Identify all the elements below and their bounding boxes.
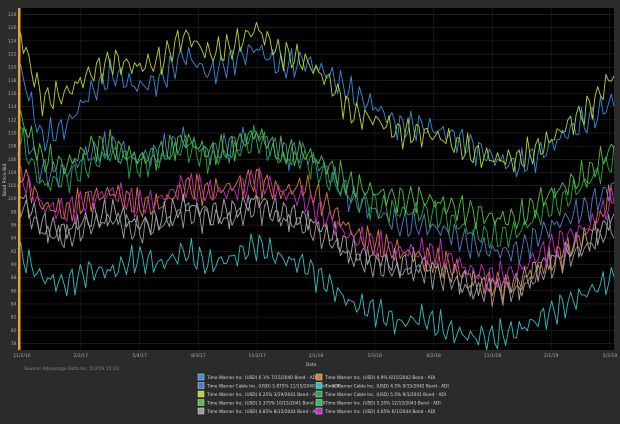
series-line: [17, 110, 615, 230]
y-tick-label: 120: [8, 65, 17, 71]
y-tick-label: 98: [11, 209, 17, 215]
y-axis-label: Bond Price Bid: [2, 164, 8, 197]
legend-swatch: [197, 373, 205, 381]
series-line: [17, 124, 615, 249]
y-tick-label: 124: [8, 38, 17, 44]
x-tick-label: 8/2/18: [426, 353, 441, 359]
y-tick-label: 84: [11, 301, 17, 307]
x-tick-labels: 11/1/16 2/2/17 5/4/17 8/3/17 11/2/17 2/1/18 5/…: [13, 353, 617, 359]
y-tick-label: 112: [8, 117, 17, 123]
source-note: Source: Advantage Data Inc. 5/3/19 15:23: [24, 366, 119, 372]
x-tick-label: 2/1/19: [544, 353, 559, 359]
legend-swatch: [315, 373, 323, 381]
y-tick-label: 88: [11, 275, 17, 281]
y-tick-labels: 78 80 82 84 86 88 90 92 94 96 98 100 102 104 106 108 110…: [8, 12, 17, 347]
x-tick-label: 5/4/17: [132, 353, 147, 359]
y-tick-label: 122: [8, 52, 17, 58]
y-tick-label: 104: [8, 170, 17, 176]
y-tick-label: 80: [11, 328, 17, 334]
legend-label: Time Warner Cable Inc. (USD) 4.5% 9/15/2…: [324, 384, 449, 390]
legend-label: Time Warner Inc. (USD) 4.85% 8/15/2044 B…: [206, 409, 320, 415]
legend-label: Time Warner Cable Inc. (USD) 5.5% 9/1/20…: [324, 392, 446, 398]
legend-swatch: [315, 407, 323, 415]
series-line: [17, 152, 615, 303]
x-tick-label: 11/2/17: [249, 353, 266, 359]
x-tick-label: 11/1/16: [13, 353, 30, 359]
y-tick-label: 118: [8, 78, 17, 84]
y-tick-label: 94: [11, 236, 17, 242]
y-tick-label: 90: [11, 262, 17, 268]
legend-label: Time Warner Inc. (USD) 6.25% 3/29/2041 B…: [206, 392, 320, 398]
left-accent-bar: [18, 8, 21, 350]
legend-swatch: [315, 399, 323, 406]
y-tick-label: 96: [11, 223, 17, 229]
legend-label: Time Warner Inc. (USD) 4.65% 6/1/2044 Bo…: [324, 409, 435, 415]
y-tick-label: 110: [8, 130, 17, 136]
y-tick-label: 106: [8, 157, 17, 163]
x-axis-label: Date: [306, 362, 317, 368]
y-tick-label: 102: [8, 183, 17, 189]
legend-label: Time Warner Inc. (USD) 5.35% 12/15/2043 …: [324, 401, 441, 407]
x-tick-label: 11/1/18: [484, 353, 501, 359]
series-line: [17, 233, 615, 351]
y-tick-label: 116: [8, 91, 17, 97]
y-tick-label: 92: [11, 249, 17, 255]
series-line: [17, 21, 615, 173]
y-tick-label: 114: [8, 104, 17, 110]
x-tick-label: 2/2/17: [74, 353, 89, 359]
y-tick-label: 86: [11, 288, 17, 294]
series-line: [18, 165, 615, 293]
x-tick-label: 5/2/19: [603, 353, 618, 359]
y-tick-label: 128: [8, 12, 17, 18]
legend-label: Time Warner Inc. (USD) 6.1% 7/15/2040 Bo…: [206, 375, 317, 381]
y-tick-label: 82: [11, 315, 17, 321]
series-layer: [17, 21, 615, 351]
legend-swatch: [197, 407, 205, 415]
y-tick-label: 78: [11, 341, 17, 347]
x-tick-label: 5/3/18: [368, 353, 383, 359]
legend-label: Time Warner Inc. (USD) 5.375% 10/15/2041…: [206, 401, 325, 407]
legend-swatch: [315, 390, 323, 398]
legend-swatch: [315, 382, 323, 389]
legend-swatch: [197, 382, 205, 389]
legend-swatch: [197, 390, 205, 398]
legend-label: Time Warner Inc. (USD) 4.9% 6/15/2042 Bo…: [324, 375, 435, 381]
x-tick-label: 8/3/17: [191, 353, 206, 359]
y-tick-label: 108: [8, 144, 17, 150]
legend-label: Time Warner Cable Inc. (USD) 5.875% 11/1…: [206, 384, 339, 390]
y-tick-label: 100: [8, 196, 17, 202]
legend-swatch: [197, 399, 205, 406]
legend: Time Warner Inc. (USD) 6.1% 7/15/2040 Bo…: [197, 373, 449, 415]
y-tick-label: 126: [8, 25, 17, 31]
x-tick-label: 2/1/18: [309, 353, 324, 359]
